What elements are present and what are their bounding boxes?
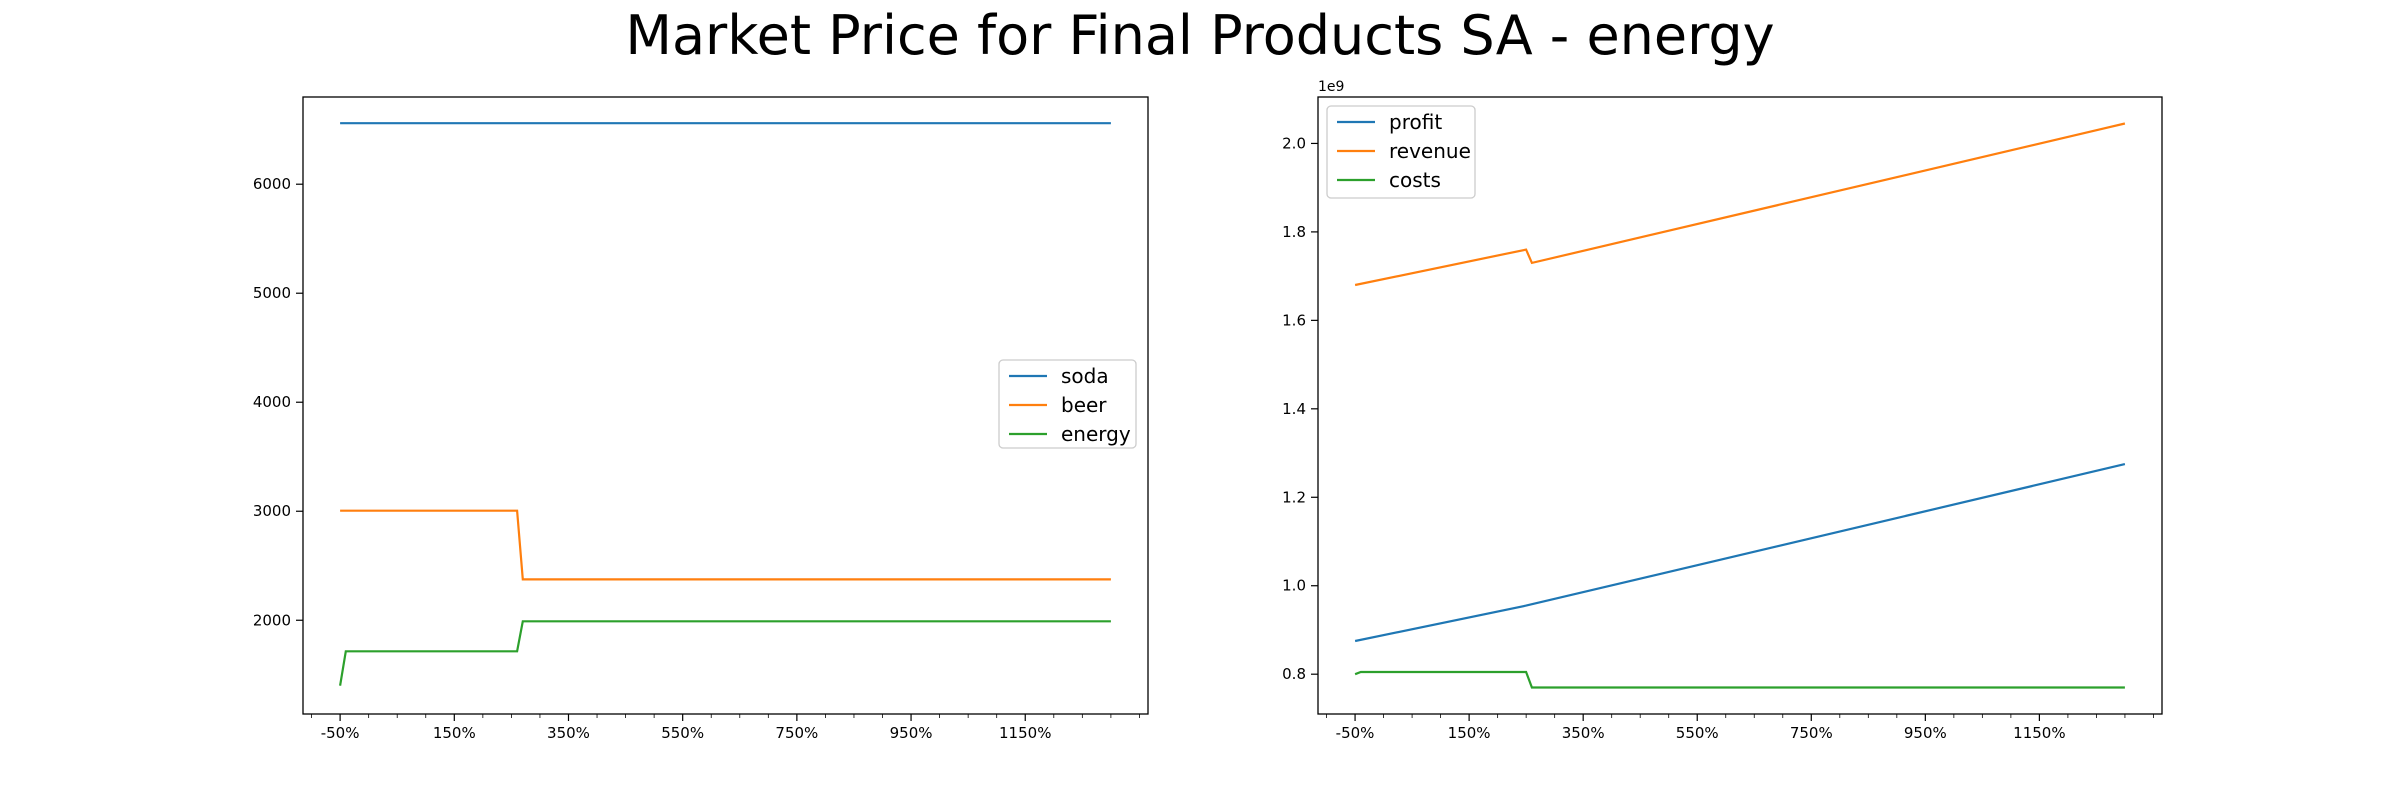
right-series-line-revenue: [1354, 122, 2126, 287]
left-series-line-energy: [339, 620, 1111, 686]
right-x-tick-label: 750%: [1790, 724, 1833, 742]
right-series-line-costs: [1354, 670, 2125, 689]
left-legend: soda beer energy: [998, 359, 1137, 449]
left-legend-box: [998, 359, 1137, 449]
left-x-tick-label: 350%: [547, 724, 590, 742]
figure-title: Market Price for Final Products SA - ene…: [625, 4, 1775, 67]
left-y-tick-label: 4000: [253, 393, 291, 411]
left-y-tick-label: 2000: [253, 611, 291, 629]
left-x-tick-label: 150%: [433, 724, 476, 742]
right-y-tick-label: 1.8: [1282, 223, 1306, 241]
left-y-tick-label: 5000: [253, 284, 291, 302]
left-legend-label-soda: soda: [1061, 364, 1109, 388]
left-legend-label-energy: energy: [1061, 422, 1131, 446]
left-series-line-beer: [340, 509, 1111, 581]
right-x-tick-label: 150%: [1448, 724, 1491, 742]
left-x-tick-label: 1150%: [999, 724, 1051, 742]
right-y-tick-label: 1.4: [1282, 400, 1306, 418]
right-legend-label-costs: costs: [1389, 168, 1441, 192]
right-x-tick-label: 1150%: [2013, 724, 2065, 742]
right-x-tick-label: -50%: [1336, 724, 1375, 742]
right-axes-frame: [1317, 96, 2163, 715]
left-x-tick-label: 950%: [890, 724, 933, 742]
right-x-tick-label: 550%: [1676, 724, 1719, 742]
right-y-tick-label: 1.2: [1282, 488, 1306, 506]
left-axes-frame: [302, 96, 1149, 715]
left-x-tick-label: 750%: [775, 724, 818, 742]
right-x-tick-label: 950%: [1904, 724, 1947, 742]
right-legend: profit revenue costs: [1326, 105, 1476, 199]
right-y-tick-label: 1.6: [1282, 311, 1306, 329]
right-series-line-profit: [1354, 463, 2126, 643]
right-y-offset-label: 1e9: [1318, 79, 1344, 95]
right-legend-label-profit: profit: [1389, 110, 1442, 134]
right-y-tick-label: 2.0: [1282, 134, 1306, 152]
right-y-tick-label: 0.8: [1282, 665, 1306, 683]
right-legend-box: [1326, 105, 1476, 199]
right-x-tick-label: 350%: [1562, 724, 1605, 742]
left-y-tick-label: 6000: [253, 175, 291, 193]
left-x-tick-label: -50%: [321, 724, 360, 742]
left-legend-label-beer: beer: [1061, 393, 1107, 417]
right-legend-label-revenue: revenue: [1389, 139, 1471, 163]
left-x-tick-label: 550%: [661, 724, 704, 742]
right-y-tick-label: 1.0: [1282, 577, 1306, 595]
left-chart-panel: -50% 150% 350% 550% 750% 950% 1150% 2000 3000 400…: [253, 96, 1149, 742]
right-chart-panel: -50% 150% 350% 550% 750% 950% 1150% 0.8 1.0 1.2 1.…: [1282, 79, 2163, 742]
left-y-tick-label: 3000: [253, 502, 291, 520]
